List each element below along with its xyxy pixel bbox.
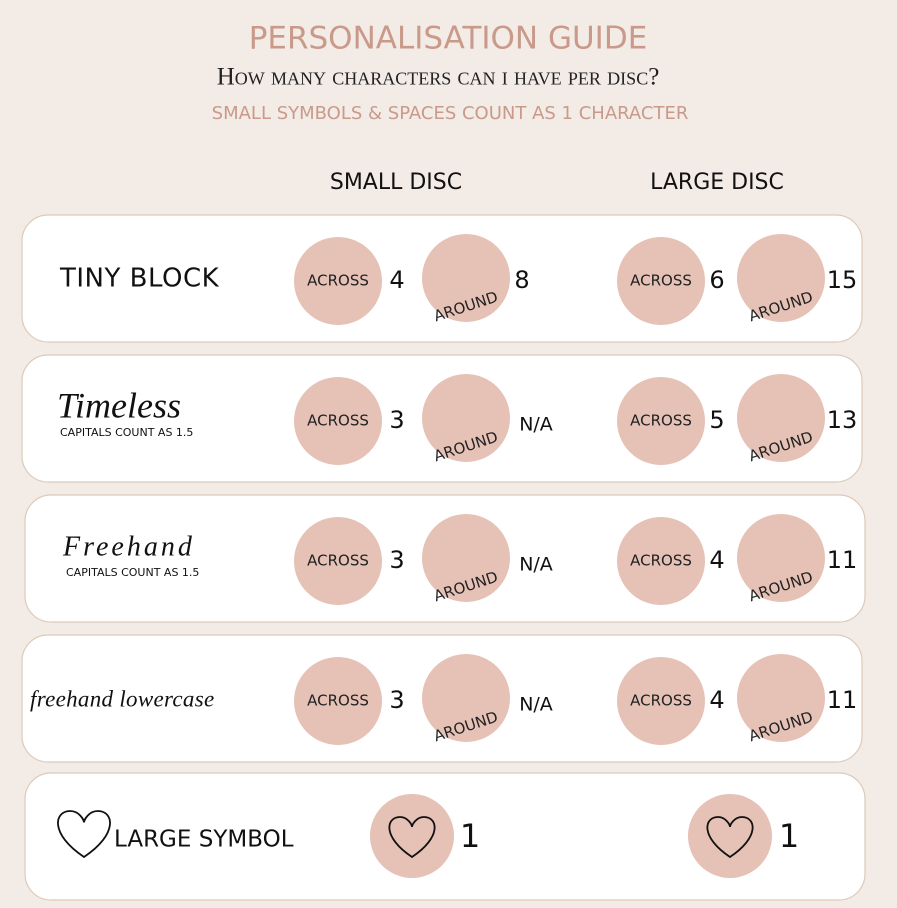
row-note: CAPITALS COUNT AS 1.5: [60, 426, 193, 439]
row-label: Freehand: [62, 531, 195, 562]
across-value: 4: [709, 546, 724, 574]
across-label: ACROSS: [307, 412, 369, 430]
across-label: ACROSS: [307, 692, 369, 710]
symbol-disc: [688, 794, 772, 878]
around-value: 11: [827, 686, 858, 714]
heart-icon: [57, 810, 111, 859]
across-label: ACROSS: [630, 692, 692, 710]
across-disc: [617, 237, 705, 325]
column-header: LARGE DISC: [650, 170, 784, 195]
across-value: 3: [389, 686, 404, 714]
across-value: 3: [389, 406, 404, 434]
title: PERSONALISATION GUIDE: [249, 21, 648, 57]
across-disc: [617, 377, 705, 465]
across-label: ACROSS: [630, 412, 692, 430]
around-value: 15: [827, 266, 858, 294]
around-value: N/A: [519, 694, 553, 716]
around-disc: [737, 234, 825, 322]
row-label: LARGE SYMBOL: [114, 827, 294, 853]
row-note: CAPITALS COUNT AS 1.5: [66, 566, 199, 579]
around-disc: [422, 654, 510, 742]
around-value: N/A: [519, 554, 553, 576]
around-value: 8: [514, 266, 529, 294]
row-label: freehand lowercase: [30, 686, 214, 711]
heart-icon: [706, 816, 754, 859]
row-label: TINY BLOCK: [59, 264, 220, 294]
row-label: Timeless: [57, 385, 181, 425]
around-value: 13: [827, 406, 858, 434]
note: SMALL SYMBOLS & SPACES COUNT AS 1 CHARAC…: [212, 103, 689, 124]
across-disc: [294, 657, 382, 745]
around-disc: [737, 654, 825, 742]
symbol-value: 1: [460, 817, 480, 855]
across-disc: [294, 517, 382, 605]
across-value: 4: [709, 686, 724, 714]
column-header: SMALL DISC: [330, 170, 462, 195]
heart-icon: [388, 816, 436, 859]
across-value: 5: [709, 406, 724, 434]
around-disc: [422, 234, 510, 322]
across-label: ACROSS: [630, 272, 692, 290]
around-value: 11: [827, 546, 858, 574]
across-label: ACROSS: [307, 272, 369, 290]
across-value: 6: [709, 266, 724, 294]
across-label: ACROSS: [630, 552, 692, 570]
across-disc: [617, 517, 705, 605]
around-disc: [422, 514, 510, 602]
around-disc: [737, 374, 825, 462]
across-value: 4: [389, 266, 404, 294]
across-disc: [617, 657, 705, 745]
across-disc: [294, 377, 382, 465]
around-disc: [422, 374, 510, 462]
across-value: 3: [389, 546, 404, 574]
across-label: ACROSS: [307, 552, 369, 570]
symbol-value: 1: [779, 817, 799, 855]
across-disc: [294, 237, 382, 325]
symbol-disc: [370, 794, 454, 878]
subtitle: How many characters can i have per disc?: [217, 64, 660, 91]
around-disc: [737, 514, 825, 602]
around-value: N/A: [519, 414, 553, 436]
